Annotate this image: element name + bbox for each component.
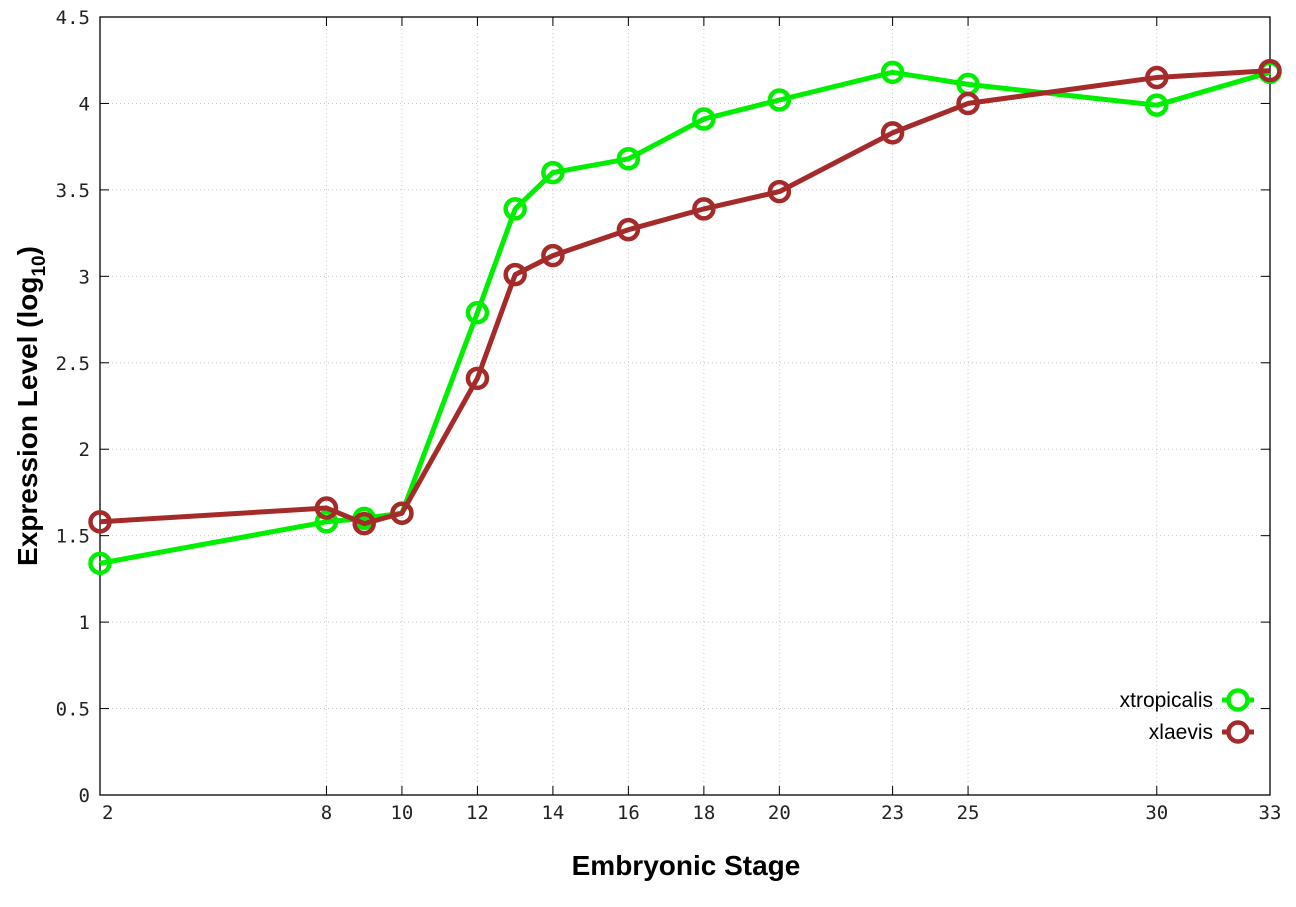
data-point-xlaevis [616,217,641,242]
plot-frame [99,16,1271,796]
legend-item-xlaevis: xlaevis [1149,720,1254,744]
data-point-xlaevis [541,243,565,268]
y-tick-label: 4.5 [56,7,90,29]
axis-ticks [99,16,1271,796]
x-tick-label: 8 [321,802,332,824]
x-tick-label: 30 [1145,802,1168,824]
x-tick-label: 20 [768,802,791,824]
y-tick-label: 3 [79,266,90,288]
data-point-xtropicalis [880,60,905,85]
data-point-xtropicalis [541,160,565,185]
data-point-xlaevis [503,262,527,287]
legend-item-xtropicalis: xtropicalis [1120,688,1254,712]
data-point-xlaevis [880,121,905,145]
series-line-xlaevis [99,68,1271,527]
legend-swatch-marker [1226,688,1250,712]
x-tick-label: 14 [541,802,564,824]
y-tick-label: 1 [79,612,90,634]
data-point-xlaevis [352,511,376,536]
series-line-xtropicalis [99,69,1271,566]
y-tick-label: 0 [79,785,90,807]
series-group [88,58,1282,576]
data-point-xlaevis [465,366,490,391]
data-point-xtropicalis [465,300,490,325]
data-point-xlaevis [88,510,112,534]
data-point-xlaevis [390,501,414,525]
data-point-xlaevis [692,197,716,221]
y-tick-label: 0.5 [56,699,90,721]
legend-label: xtropicalis [1120,689,1213,712]
grid [100,17,1270,795]
data-point-xtropicalis [314,510,339,534]
data-point-xtropicalis [88,551,112,576]
series-xlaevis [88,58,1282,536]
legend-swatch-marker [1226,720,1250,744]
x-tick-label: 18 [692,802,715,824]
y-tick-label: 4 [79,93,90,115]
y-tick-label: 3.5 [56,180,90,202]
x-tick-label: 33 [1259,802,1282,824]
y-tick-label: 2.5 [56,353,90,375]
x-tick-labels: 2 8 10 12 14 16 18 20 23 25 30 33 [102,802,1281,824]
x-axis-title: Embryonic Stage [572,850,801,881]
x-tick-label: 2 [102,802,113,824]
y-axis-title: Expression Level (log10) [12,246,50,566]
x-tick-label: 10 [390,802,413,824]
data-point-xtropicalis [767,88,792,112]
y-tick-label: 1.5 [56,526,90,548]
data-point-xtropicalis [1145,93,1169,117]
legend: xtropicalis xlaevis [1120,688,1254,744]
x-tick-label: 12 [466,802,489,824]
series-xtropicalis [88,60,1282,576]
data-point-xtropicalis [616,147,641,171]
data-point-xlaevis [1258,58,1282,83]
data-point-xlaevis [956,91,980,116]
y-tick-labels: 0 0.5 1 1.5 2 2.5 3 3.5 4 4.5 [56,7,90,807]
y-tick-label: 2 [79,439,90,461]
x-tick-label: 25 [957,802,980,824]
data-point-xlaevis [314,496,339,520]
legend-label: xlaevis [1149,721,1213,744]
data-point-xtropicalis [503,197,527,221]
x-tick-label: 23 [881,802,904,824]
data-point-xtropicalis [692,107,716,131]
data-point-xlaevis [767,179,792,204]
data-point-xlaevis [1145,65,1169,90]
x-tick-label: 16 [617,802,640,824]
